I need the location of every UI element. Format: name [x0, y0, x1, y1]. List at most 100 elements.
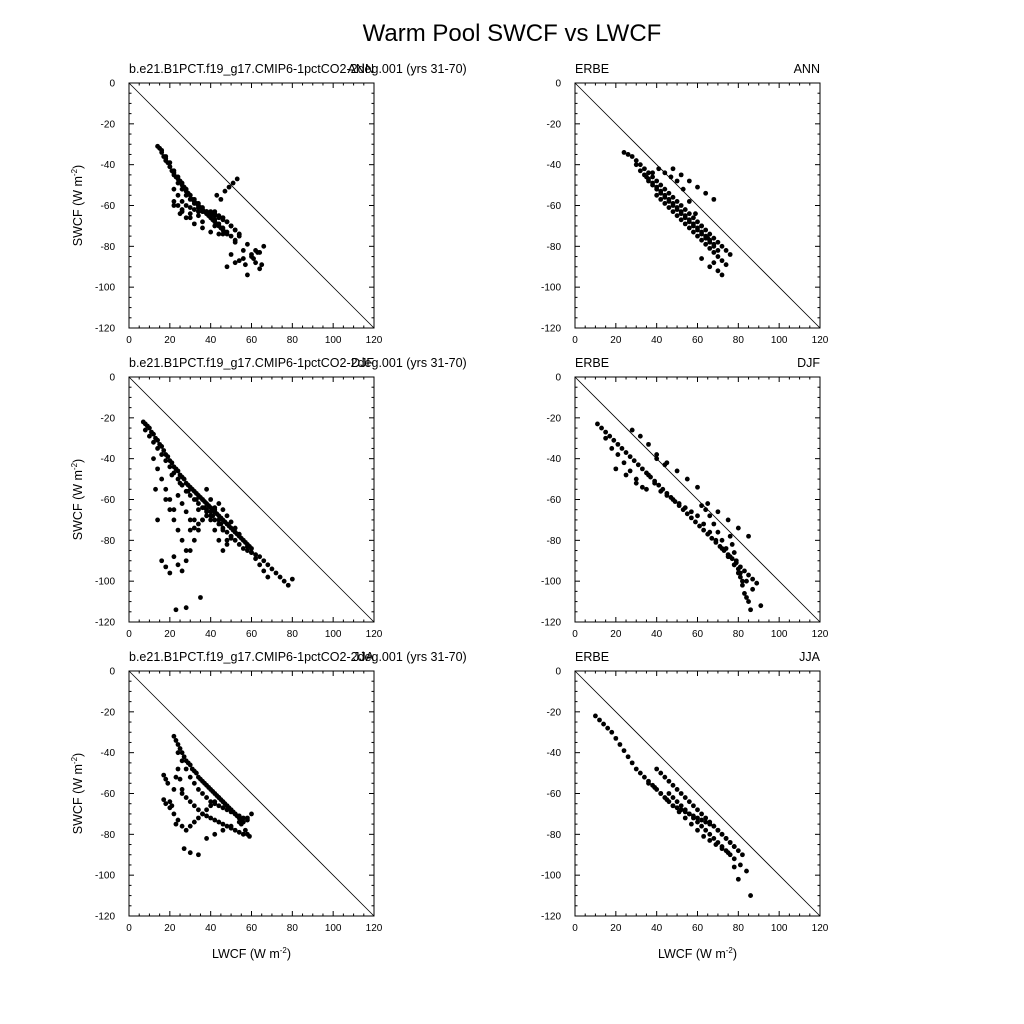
- data-point: [236, 829, 242, 835]
- data-point: [200, 517, 205, 523]
- x-tick-label: 60: [692, 629, 704, 640]
- data-point: [613, 735, 619, 741]
- data-point: [688, 821, 694, 827]
- data-point: [735, 566, 741, 572]
- data-point: [232, 529, 238, 535]
- data-point: [727, 533, 733, 539]
- data-point: [242, 262, 248, 268]
- data-point: [703, 227, 709, 233]
- data-point: [633, 766, 639, 772]
- x-tick-label: 20: [164, 335, 176, 346]
- data-point: [642, 774, 647, 780]
- data-point: [151, 456, 156, 462]
- x-tick-label: 80: [733, 923, 745, 934]
- data-point: [163, 156, 169, 161]
- data-point: [703, 190, 709, 196]
- data-point: [183, 558, 189, 564]
- y-tick-label: -100: [541, 871, 561, 882]
- data-point: [674, 199, 680, 204]
- y-tick-label: -40: [547, 454, 562, 465]
- data-point: [198, 595, 203, 600]
- data-point: [187, 774, 193, 780]
- data-point: [623, 472, 629, 478]
- data-point: [167, 570, 173, 576]
- data-point: [175, 180, 181, 186]
- data-point: [656, 166, 662, 172]
- data-point: [167, 799, 173, 805]
- data-point: [750, 576, 756, 582]
- data-point: [208, 209, 214, 215]
- x-tick-label: 20: [610, 923, 622, 934]
- data-point: [208, 229, 214, 235]
- data-point: [695, 484, 700, 490]
- data-point: [161, 448, 167, 453]
- data-point: [603, 435, 609, 441]
- y-tick-label: -100: [541, 283, 561, 294]
- data-point: [737, 574, 743, 580]
- data-point: [607, 433, 613, 439]
- data-point: [670, 203, 676, 208]
- data-point: [212, 527, 218, 533]
- data-point: [719, 846, 725, 852]
- y-tick-label: 0: [555, 667, 561, 678]
- data-point: [719, 831, 725, 837]
- data-point: [603, 429, 609, 435]
- data-point: [179, 823, 185, 829]
- data-point: [151, 439, 156, 445]
- data-point: [699, 237, 704, 243]
- data-point: [208, 517, 214, 523]
- one-to-one-line: [128, 376, 375, 623]
- data-point: [236, 819, 242, 825]
- data-point: [654, 178, 660, 184]
- data-point: [646, 472, 651, 478]
- data-point: [688, 509, 694, 515]
- data-point: [159, 476, 165, 482]
- y-tick-label: -40: [101, 160, 116, 171]
- data-point: [621, 748, 627, 754]
- data-point: [691, 803, 696, 809]
- data-point: [212, 209, 218, 215]
- data-point: [658, 488, 664, 494]
- data-point: [200, 497, 205, 502]
- data-point: [155, 446, 160, 451]
- panel-left-label: b.e21.B1PCT.f19_g17.CMIP6-1pctCO2-2deg.0…: [129, 650, 467, 664]
- data-point: [212, 507, 218, 513]
- data-point: [175, 192, 181, 198]
- data-point: [654, 456, 660, 462]
- data-point: [707, 245, 713, 251]
- y-tick-label: -60: [547, 201, 562, 212]
- y-tick-label: -120: [95, 324, 115, 335]
- data-point: [204, 795, 209, 800]
- data-point: [196, 213, 201, 219]
- data-point: [196, 815, 201, 821]
- data-point: [220, 821, 226, 827]
- data-point: [179, 791, 185, 796]
- data-point: [224, 219, 230, 225]
- y-tick-label: -120: [95, 618, 115, 629]
- data-point: [181, 476, 187, 482]
- data-point: [650, 174, 655, 180]
- data-point: [147, 425, 152, 431]
- data-point: [735, 848, 741, 854]
- data-point: [711, 836, 717, 841]
- data-point: [193, 497, 199, 502]
- data-point: [224, 807, 230, 813]
- data-point: [715, 509, 721, 515]
- data-point: [175, 750, 181, 756]
- figure-title: Warm Pool SWCF vs LWCF: [363, 20, 662, 47]
- data-point: [670, 782, 676, 788]
- data-point: [216, 819, 222, 825]
- y-tick-label: -60: [547, 495, 562, 506]
- data-point: [183, 215, 189, 221]
- y-axis-title: SWCF (W m-2): [70, 165, 85, 246]
- data-point: [758, 603, 764, 609]
- data-point: [208, 803, 214, 809]
- data-point: [666, 791, 672, 796]
- data-point: [181, 754, 187, 760]
- data-point: [240, 248, 246, 253]
- data-point: [674, 787, 680, 792]
- data-point: [245, 241, 250, 247]
- x-tick-label: 0: [572, 335, 578, 346]
- x-tick-label: 40: [651, 629, 663, 640]
